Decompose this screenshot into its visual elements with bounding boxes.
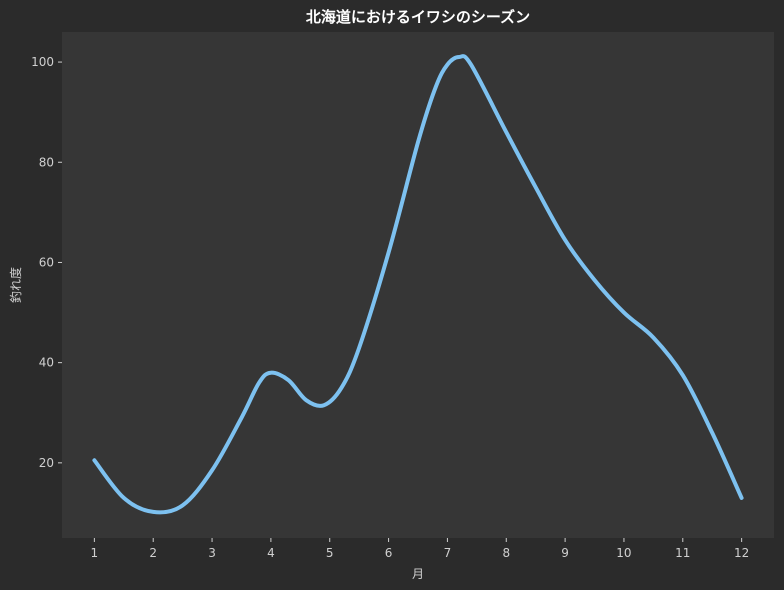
x-tick-label: 12 <box>734 546 749 560</box>
y-axis: 20 40 60 80 100 <box>31 55 62 470</box>
x-tick-label: 8 <box>502 546 510 560</box>
x-tick-label: 3 <box>208 546 216 560</box>
x-tick-label: 11 <box>675 546 690 560</box>
y-tick-label: 40 <box>39 356 54 370</box>
x-axis-label: 月 <box>412 567 424 581</box>
x-tick-label: 2 <box>149 546 157 560</box>
x-tick-label: 1 <box>91 546 99 560</box>
x-tick-label: 5 <box>326 546 334 560</box>
chart-title: 北海道におけるイワシのシーズン <box>306 8 530 26</box>
x-tick-label: 4 <box>267 546 275 560</box>
y-tick-label: 20 <box>39 456 54 470</box>
series-line <box>92 54 744 515</box>
x-tick-label: 6 <box>385 546 393 560</box>
y-axis-label: 釣れ度 <box>8 267 23 303</box>
x-axis: 1 2 3 4 5 6 7 8 9 10 11 12 <box>91 538 749 560</box>
plot-area <box>62 32 774 538</box>
x-tick-label: 7 <box>444 546 452 560</box>
y-tick-label: 100 <box>31 55 54 69</box>
x-tick-label: 10 <box>616 546 631 560</box>
y-tick-label: 80 <box>39 155 54 169</box>
x-tick-label: 9 <box>561 546 569 560</box>
series-layer <box>92 54 744 515</box>
y-tick-label: 60 <box>39 255 54 269</box>
